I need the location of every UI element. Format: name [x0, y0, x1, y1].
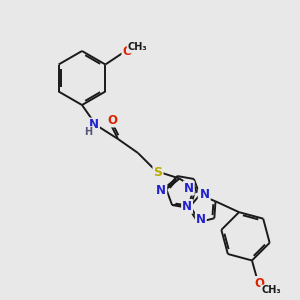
Text: CH₃: CH₃	[128, 43, 147, 52]
Text: N: N	[196, 213, 206, 226]
Text: O: O	[122, 45, 132, 58]
Text: N: N	[199, 190, 209, 202]
Text: N: N	[89, 118, 99, 131]
Text: CH₃: CH₃	[261, 286, 281, 296]
Text: O: O	[107, 113, 117, 127]
Text: N: N	[156, 184, 166, 196]
Text: H: H	[84, 127, 92, 137]
Text: O: O	[254, 277, 264, 290]
Text: N: N	[200, 188, 210, 202]
Text: N: N	[182, 200, 192, 213]
Text: S: S	[154, 167, 163, 179]
Text: N: N	[184, 182, 194, 195]
